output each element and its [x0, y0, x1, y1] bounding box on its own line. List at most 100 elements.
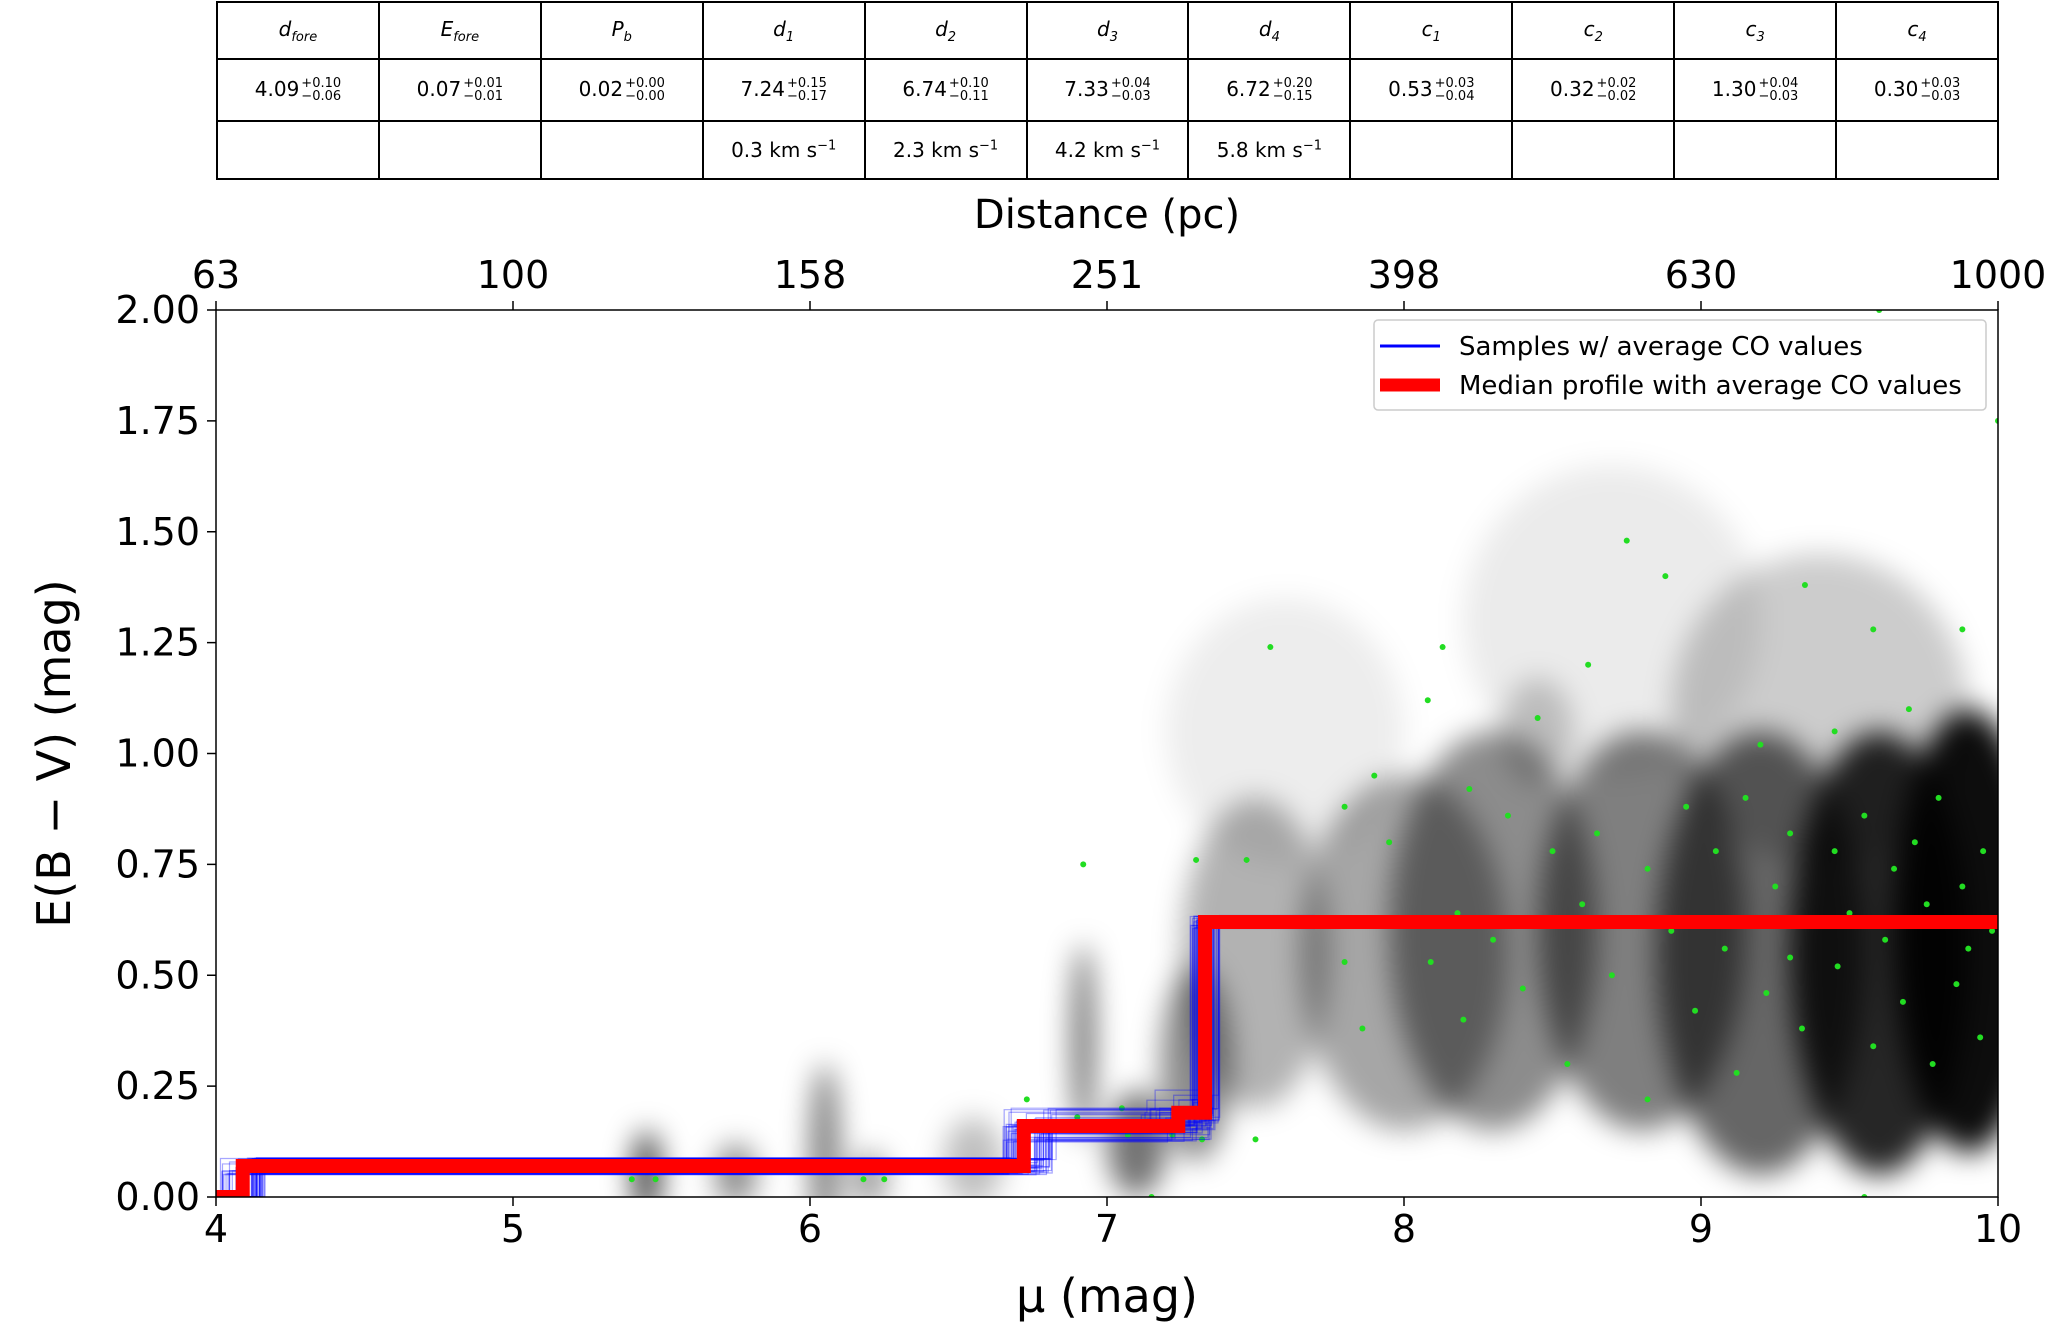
param-symbol: d	[1258, 16, 1272, 41]
x-axis-label: μ (mag)	[1016, 1269, 1198, 1323]
star-point	[652, 1176, 659, 1183]
star-point	[1882, 936, 1889, 943]
velocity-value: 2.3 km s	[892, 138, 979, 162]
param-subscript: 4	[1271, 29, 1280, 45]
sample-profile-line	[216, 915, 1315, 1197]
param-uncertainty: +0.04 −0.03	[1111, 77, 1151, 103]
top-tick-label: 398	[1368, 253, 1441, 297]
star-point	[1243, 856, 1250, 863]
star-point	[1579, 901, 1586, 908]
median-profile-line	[216, 915, 1998, 1197]
param-value: 4.09	[254, 76, 300, 101]
star-point	[1644, 865, 1651, 872]
param-uncertainty: +0.15 −0.17	[787, 77, 827, 103]
legend-samples-label: Samples w/ average CO values	[1459, 332, 1863, 362]
upper-error: +0.04	[1110, 76, 1151, 92]
density-blob	[1107, 1090, 1167, 1197]
lower-error: −0.04	[1434, 89, 1475, 105]
y-tick-label: 2.00	[115, 288, 200, 332]
star-point	[1662, 573, 1669, 580]
sample-profile-line	[216, 924, 1315, 1197]
value-cell: 6.74 +0.10 −0.11	[863, 58, 1028, 122]
star-point	[1721, 945, 1728, 952]
density-blob	[1181, 797, 1330, 1109]
sample-profile-line	[216, 920, 1315, 1197]
value-cell: 0.07 +0.01 −0.01	[377, 58, 542, 122]
x-tick-label: 10	[1974, 1207, 2022, 1251]
legend-median-label: Median profile with average CO values	[1459, 371, 1962, 401]
star-point	[1870, 626, 1877, 633]
header-cell: d4	[1187, 1, 1352, 60]
star-point	[1169, 1131, 1176, 1138]
header-cell: Efore	[377, 1, 542, 60]
velocity-cell	[1349, 120, 1514, 180]
star-point	[1965, 945, 1972, 952]
star-point	[1787, 830, 1794, 837]
sample-profile-line	[216, 921, 1315, 1197]
upper-error: +0.03	[1434, 76, 1475, 92]
velocity-exponent: −1	[1140, 138, 1161, 154]
velocity-value: 5.8 km s	[1216, 138, 1303, 162]
star-point	[1359, 1025, 1366, 1032]
param-uncertainty: +0.20 −0.15	[1273, 77, 1313, 103]
param-symbol: c	[1745, 16, 1757, 41]
star-point	[1683, 803, 1690, 810]
velocity-cell	[216, 120, 380, 180]
param-uncertainty: +0.00 −0.00	[625, 77, 665, 103]
param-symbol: d	[773, 16, 786, 41]
param-value: 7.24	[740, 76, 786, 101]
param-symbol: c	[1421, 16, 1433, 41]
param-symbol: d	[1096, 16, 1110, 41]
velocity-value: 4.2 km s	[1054, 138, 1141, 162]
star-point	[1870, 1043, 1877, 1050]
star-point	[1935, 794, 1942, 801]
sample-profile-line	[216, 915, 1315, 1197]
header-cell: d2	[863, 1, 1028, 60]
param-value: 0.02	[578, 76, 624, 101]
star-point	[1267, 644, 1274, 651]
param-subscript: 3	[1109, 29, 1118, 45]
param-uncertainty: +0.10 −0.11	[949, 77, 989, 103]
star-point	[1074, 1114, 1081, 1121]
lower-error: −0.03	[1758, 89, 1799, 105]
sample-profile-line	[216, 920, 1315, 1197]
value-cell: 1.30 +0.04 −0.03	[1673, 58, 1838, 122]
star-point	[1341, 803, 1348, 810]
param-value: 0.53	[1388, 76, 1433, 101]
upper-error: +0.04	[1758, 76, 1799, 92]
top-axis-label: Distance (pc)	[974, 192, 1240, 238]
density-map	[631, 465, 1998, 1197]
star-point	[1798, 1025, 1805, 1032]
star-point	[1692, 1007, 1699, 1014]
param-uncertainty: +0.04 −0.03	[1758, 77, 1798, 103]
header-cell: c1	[1349, 1, 1514, 60]
sample-profile-line	[216, 918, 1315, 1197]
star-point	[1371, 772, 1378, 779]
y-tick-label: 0.75	[115, 842, 200, 886]
velocity-exponent: −1	[1302, 138, 1322, 154]
param-symbol: c	[1583, 16, 1595, 41]
star-point	[1959, 626, 1966, 633]
star-point	[1424, 697, 1431, 704]
value-cell: 6.72 +0.20 −0.15	[1187, 58, 1352, 122]
velocity-cell	[1835, 120, 1999, 180]
param-subscript: fore	[453, 29, 480, 45]
header-cell: Pb	[539, 1, 704, 60]
y-axis-label: E(B − V) (mag)	[27, 579, 81, 927]
density-blob	[943, 1117, 1004, 1197]
star-point	[1861, 812, 1868, 819]
param-uncertainty: +0.03 −0.03	[1920, 77, 1960, 103]
star-point	[1549, 848, 1556, 855]
star-point	[628, 1176, 635, 1183]
value-cell: 0.30 +0.03 −0.03	[1835, 58, 1999, 122]
star-point	[1504, 812, 1511, 819]
upper-error: +0.01	[463, 76, 504, 92]
star-point	[1427, 958, 1434, 965]
star-point	[1623, 537, 1630, 544]
value-cell: 0.32 +0.02 −0.02	[1511, 58, 1676, 122]
star-point	[1454, 910, 1461, 917]
velocity-cell	[539, 120, 704, 180]
legend-box	[1373, 319, 1987, 411]
lower-error: −0.01	[463, 89, 504, 105]
